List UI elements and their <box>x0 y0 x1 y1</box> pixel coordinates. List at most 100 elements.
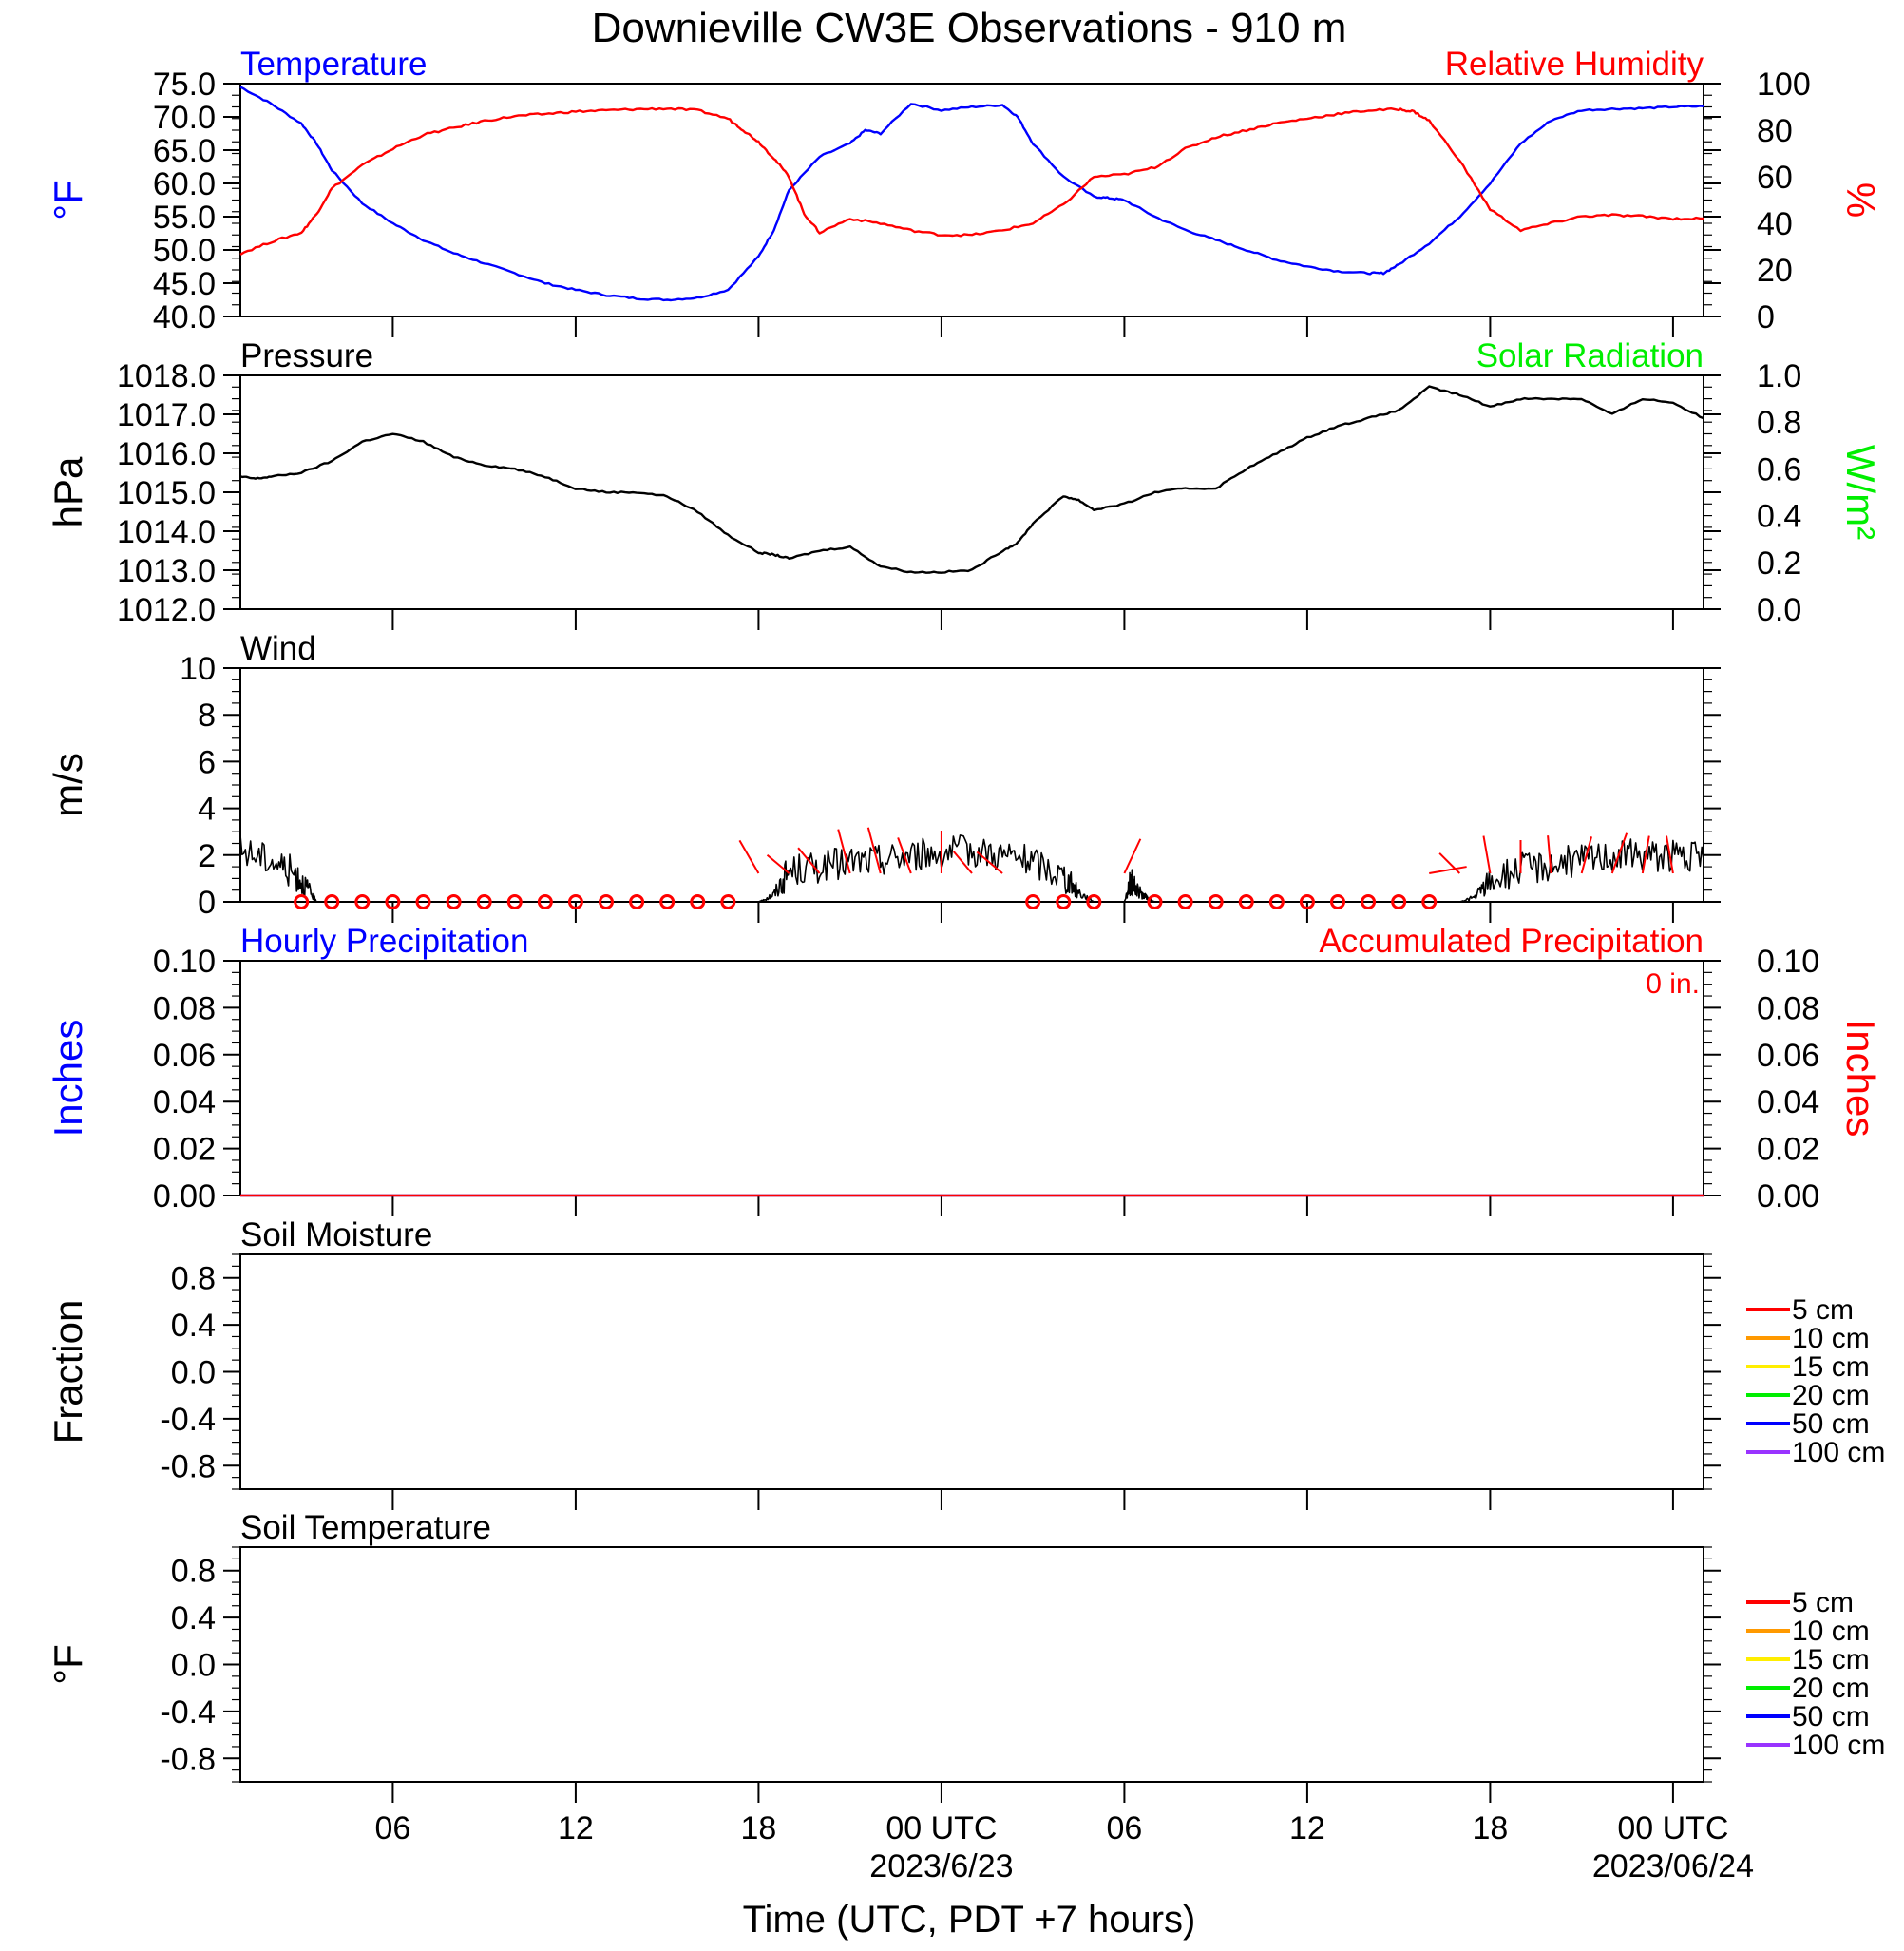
wind-barb <box>1429 866 1467 874</box>
y-tick-label-left: 1013.0 <box>117 553 216 589</box>
wind-barb <box>1123 838 1142 874</box>
legend-label: 5 cm <box>1792 1294 1854 1326</box>
calm-wind-marker <box>415 894 431 909</box>
y-tick-label-right: 80 <box>1757 113 1793 149</box>
y-tick-label-left: 0.0 <box>171 1355 216 1391</box>
x-date-label: 2023/06/24 <box>1592 1848 1754 1884</box>
legend-label: 20 cm <box>1792 1380 1870 1411</box>
y-tick-label-right: 1.0 <box>1757 358 1801 394</box>
calm-wind-marker <box>629 894 645 909</box>
y-tick-label-left: 0.02 <box>153 1132 216 1168</box>
wind-barb <box>738 839 760 874</box>
x-axis-label: Time (UTC, PDT +7 hours) <box>743 1899 1196 1941</box>
y-tick-label-left: 0.04 <box>153 1084 216 1120</box>
panel-label-left: Hourly Precipitation <box>240 923 528 960</box>
y-tick-label-left: 0.10 <box>153 944 216 980</box>
y-tick-label-right: 0.2 <box>1757 545 1801 582</box>
calm-wind-marker <box>476 894 492 909</box>
y-tick-label-left: 55.0 <box>153 200 216 236</box>
series-line-wind <box>239 834 1704 903</box>
legend-label: 10 cm <box>1792 1323 1870 1354</box>
y-unit-right: % <box>1838 182 1883 218</box>
y-tick-label-left: -0.8 <box>160 1448 216 1484</box>
panel-soil-moisture: -0.8 -0.4 0.0 0.4 0.8 Soil Moisture Fraction 5 … <box>46 1216 1885 1510</box>
panel-temperature-humidity: 40.045.050.055.060.065.070.075.0 0 20 40 60 8… <box>46 46 1883 337</box>
calm-wind-marker <box>506 894 523 909</box>
y-tick-label-left: 1014.0 <box>117 514 216 550</box>
wind-barb <box>1547 835 1552 874</box>
series-line-temperature <box>239 86 1704 302</box>
wind-barb <box>866 827 882 874</box>
panel-label-right: Solar Radiation <box>1476 337 1704 374</box>
y-tick-label-left: -0.4 <box>160 1694 216 1731</box>
y-unit-left: hPa <box>46 456 90 527</box>
y-tick-label-right: 0.10 <box>1757 944 1819 980</box>
legend-label: 15 cm <box>1792 1644 1870 1675</box>
wind-barb <box>797 847 821 874</box>
series-line-pressure <box>239 385 1704 574</box>
calm-wind-marker <box>1391 894 1407 909</box>
y-tick-label-right: 0.8 <box>1757 405 1801 441</box>
y-unit-left: °F <box>46 1644 90 1684</box>
y-tick-label-left: 0.06 <box>153 1038 216 1074</box>
y-tick-label-right: 0.06 <box>1757 1038 1819 1074</box>
y-tick-label-left: 6 <box>198 744 216 780</box>
wind-barb <box>1641 835 1650 874</box>
calm-wind-marker <box>720 894 736 909</box>
y-tick-label-left: 1018.0 <box>117 358 216 394</box>
precip-annotation: 0 in. <box>1646 968 1700 1000</box>
calm-wind-marker <box>690 894 706 909</box>
panel-label-left: Soil Temperature <box>240 1509 491 1546</box>
y-unit-left: Fraction <box>46 1300 90 1444</box>
legend-label: 100 cm <box>1792 1730 1885 1761</box>
y-tick-label-right: 0.00 <box>1757 1178 1819 1215</box>
y-tick-label-right: 0.4 <box>1757 499 1801 535</box>
y-tick-label-right: 0.02 <box>1757 1132 1819 1168</box>
legend-label: 20 cm <box>1792 1673 1870 1704</box>
legend-label: 100 cm <box>1792 1437 1885 1468</box>
y-tick-label-left: 75.0 <box>153 67 216 103</box>
x-tick-label: 06 <box>1107 1810 1143 1846</box>
legend-label: 50 cm <box>1792 1701 1870 1732</box>
y-tick-label-left: 0.0 <box>171 1648 216 1684</box>
panel-frame <box>239 374 1704 610</box>
calm-wind-marker <box>324 894 340 909</box>
y-unit-left: m/s <box>46 753 90 817</box>
x-date-label: 2023/6/23 <box>869 1848 1013 1884</box>
y-tick-label-left: 0.08 <box>153 990 216 1026</box>
y-tick-label-left: 0.00 <box>153 1178 216 1215</box>
y-tick-label-left: 0.8 <box>171 1554 216 1590</box>
x-tick-label: 12 <box>1289 1810 1325 1846</box>
x-tick-label: 12 <box>558 1810 594 1846</box>
series-line-relative-humidity <box>239 106 1704 256</box>
x-tick-label: 18 <box>1473 1810 1509 1846</box>
wind-barb <box>1610 832 1628 874</box>
x-tick-label: 06 <box>375 1810 411 1846</box>
calm-wind-marker <box>1056 894 1072 909</box>
y-tick-label-left: 1012.0 <box>117 592 216 628</box>
calm-wind-marker <box>1268 894 1285 909</box>
y-tick-label-left: -0.4 <box>160 1402 216 1438</box>
calm-wind-marker <box>1208 894 1224 909</box>
panel-label-right: Relative Humidity <box>1445 46 1704 83</box>
y-tick-label-left: 65.0 <box>153 133 216 169</box>
y-tick-label-left: 45.0 <box>153 266 216 302</box>
y-tick-label-left: -0.8 <box>160 1741 216 1777</box>
y-tick-label-left: 8 <box>198 698 216 734</box>
wind-barb <box>1482 835 1492 874</box>
calm-wind-marker <box>385 894 401 909</box>
y-tick-label-left: 1015.0 <box>117 475 216 511</box>
calm-wind-marker <box>1299 894 1315 909</box>
wind-barb <box>976 851 1003 874</box>
calm-wind-marker <box>1421 894 1438 909</box>
y-tick-label-left: 60.0 <box>153 166 216 202</box>
y-tick-label-left: 50.0 <box>153 233 216 269</box>
y-tick-label-right: 0.04 <box>1757 1084 1819 1120</box>
y-tick-label-left: 10 <box>180 651 216 687</box>
panel-label-right: Accumulated Precipitation <box>1319 923 1704 960</box>
y-tick-label-left: 2 <box>198 838 216 874</box>
x-tick-label: 00 UTC <box>1617 1810 1728 1846</box>
legend-label: 15 cm <box>1792 1351 1870 1383</box>
wind-barb <box>1580 836 1592 874</box>
